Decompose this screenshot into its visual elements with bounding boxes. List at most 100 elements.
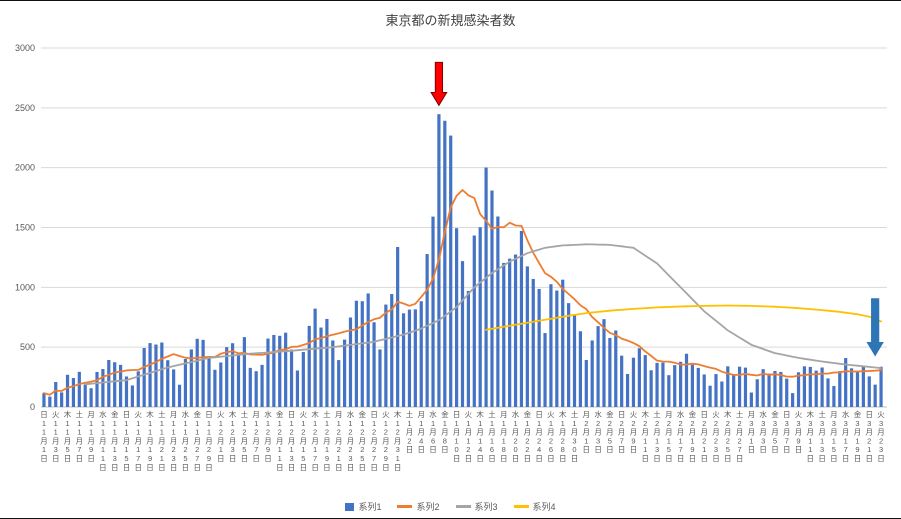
- bar: [230, 343, 235, 407]
- bar: [602, 319, 606, 407]
- bar: [737, 366, 742, 407]
- bar: [225, 347, 229, 407]
- bar: [331, 340, 335, 407]
- bar: [637, 348, 641, 407]
- bar: [720, 381, 724, 407]
- bar: [490, 190, 494, 407]
- bar: [537, 289, 541, 407]
- bar: [124, 376, 129, 407]
- legend-marker-series-1: [345, 502, 355, 511]
- bar: [266, 338, 270, 407]
- bar: [401, 313, 406, 407]
- legend-item-series-4: 系列4: [513, 500, 556, 513]
- legend-label-series-4: 系列4: [532, 502, 556, 512]
- chart-legend: 系列1 系列2 系列3 系列4: [0, 500, 901, 513]
- legend-item-series-3: 系列3: [455, 500, 498, 513]
- y-axis-tick-label: 2000: [15, 163, 35, 173]
- bar: [572, 314, 577, 407]
- y-axis-tick-label: 3000: [15, 43, 35, 53]
- bar: [301, 351, 305, 407]
- bar: [272, 334, 276, 407]
- bar: [496, 216, 500, 407]
- bar: [443, 120, 447, 408]
- bar: [584, 359, 588, 407]
- bar: [608, 337, 612, 407]
- y-axis-tick-label: 500: [20, 342, 35, 352]
- bar: [820, 367, 824, 407]
- bar: [478, 227, 482, 407]
- bar: [590, 340, 594, 407]
- bar: [620, 355, 624, 407]
- bar: [525, 266, 529, 407]
- bar: [201, 339, 205, 407]
- bar: [160, 342, 164, 407]
- bar: [195, 338, 199, 407]
- bar: [844, 358, 848, 407]
- blue-arrow: [866, 298, 884, 357]
- bar: [484, 167, 488, 407]
- bar: [42, 393, 46, 407]
- bar: [814, 370, 818, 407]
- y-axis-tick-label: 2500: [15, 103, 35, 113]
- legend-label-series-1: 系列1: [358, 502, 382, 512]
- bar: [284, 332, 288, 407]
- bar: [796, 372, 801, 407]
- bar: [48, 396, 52, 407]
- bar: [77, 371, 81, 407]
- bar: [502, 262, 506, 407]
- legend-label-series-2: 系列2: [416, 502, 440, 512]
- bar: [519, 230, 524, 407]
- bar: [879, 366, 883, 407]
- bar: [849, 368, 854, 407]
- bar: [95, 371, 99, 407]
- bar: [455, 228, 459, 407]
- bar: [785, 378, 789, 407]
- bar: [549, 284, 553, 407]
- line-series-2: [43, 189, 882, 396]
- bar: [177, 384, 182, 407]
- legend-marker-series-4: [513, 505, 529, 508]
- bar: [531, 278, 535, 407]
- bar: [378, 349, 382, 407]
- legend-marker-series-2: [397, 505, 413, 508]
- bar: [166, 360, 170, 407]
- bar: [861, 366, 865, 407]
- bar: [631, 357, 636, 407]
- bar: [183, 359, 188, 407]
- bar: [832, 386, 836, 407]
- bar: [779, 371, 783, 407]
- legend-label-series-3: 系列3: [474, 502, 498, 512]
